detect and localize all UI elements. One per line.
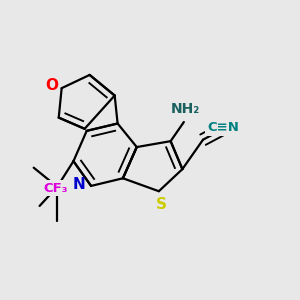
Text: O: O: [45, 78, 58, 93]
Text: S: S: [156, 197, 167, 212]
Text: C≡N: C≡N: [207, 122, 239, 134]
Text: N: N: [73, 177, 86, 192]
Text: NH₂: NH₂: [171, 102, 200, 116]
Text: CF₃: CF₃: [44, 182, 68, 195]
